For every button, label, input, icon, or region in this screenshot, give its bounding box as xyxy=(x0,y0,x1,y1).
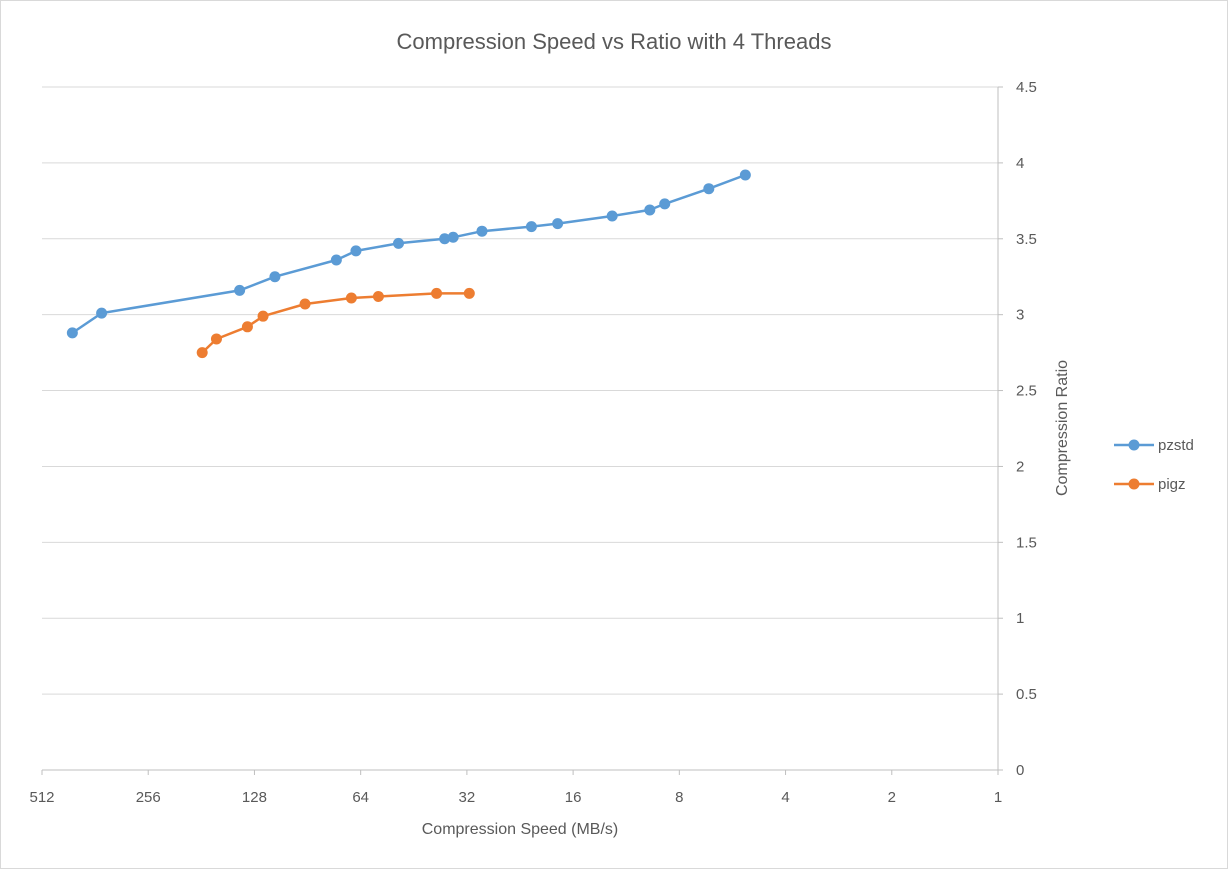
x-tick-label: 64 xyxy=(352,789,369,806)
x-axis-title: Compression Speed (MB/s) xyxy=(422,821,619,838)
y-tick-label: 0 xyxy=(1016,762,1024,779)
x-tick-label: 16 xyxy=(565,789,582,806)
x-tick-label: 512 xyxy=(29,789,54,806)
chart-title: Compression Speed vs Ratio with 4 Thread… xyxy=(397,29,832,54)
legend-item-pigz: pigz xyxy=(1114,476,1186,493)
series-pigz xyxy=(196,287,475,359)
x-tick-label: 128 xyxy=(242,789,267,806)
data-point-pzstd xyxy=(439,233,451,245)
y-tick-label: 0.5 xyxy=(1016,686,1037,703)
data-point-pigz xyxy=(299,298,311,310)
data-point-pigz xyxy=(210,333,222,345)
legend: pzstd pigz xyxy=(1114,437,1194,493)
y-tick-label: 4 xyxy=(1016,155,1024,172)
data-point-pigz xyxy=(463,287,475,299)
data-point-pzstd xyxy=(739,169,751,181)
axes xyxy=(41,86,1003,775)
legend-marker-pzstd xyxy=(1128,439,1140,451)
data-point-pzstd xyxy=(476,225,488,237)
series-group xyxy=(66,169,751,359)
data-point-pigz xyxy=(372,290,384,302)
data-point-pzstd xyxy=(525,221,537,233)
data-point-pzstd xyxy=(703,183,715,195)
x-tick-label: 1 xyxy=(994,789,1002,806)
legend-marker-pigz xyxy=(1128,478,1140,490)
y-tick-label: 3.5 xyxy=(1016,231,1037,248)
data-point-pzstd xyxy=(234,284,246,296)
data-point-pzstd xyxy=(96,307,108,319)
x-tick-label: 32 xyxy=(459,789,476,806)
y-tick-label: 3 xyxy=(1016,307,1024,324)
x-tick-label: 2 xyxy=(888,789,896,806)
y-axis-title: Compression Ratio xyxy=(1054,360,1071,496)
x-tick-labels: 512 256 128 64 32 16 8 4 2 1 xyxy=(29,789,1002,806)
data-point-pigz xyxy=(345,292,357,304)
x-tick-label: 4 xyxy=(781,789,789,806)
y-tick-label: 1.5 xyxy=(1016,534,1037,551)
data-point-pzstd xyxy=(644,204,656,216)
y-tick-labels: 0 0.5 1 1.5 2 2.5 3 3.5 4 4.5 xyxy=(1016,79,1037,779)
data-point-pigz xyxy=(241,321,253,333)
y-tick-label: 4.5 xyxy=(1016,79,1037,96)
y-tick-label: 2.5 xyxy=(1016,383,1037,400)
series-pzstd xyxy=(66,169,751,339)
data-point-pzstd xyxy=(330,254,342,266)
x-tick-label: 8 xyxy=(675,789,683,806)
data-point-pzstd xyxy=(552,218,564,230)
data-point-pzstd xyxy=(392,237,404,249)
data-point-pzstd xyxy=(269,271,281,283)
y-tick-label: 2 xyxy=(1016,458,1024,475)
legend-label-pigz: pigz xyxy=(1158,476,1186,493)
data-point-pigz xyxy=(196,347,208,359)
data-point-pigz xyxy=(431,287,443,299)
data-point-pzstd xyxy=(66,327,78,339)
data-point-pzstd xyxy=(606,210,618,222)
x-tick-label: 256 xyxy=(136,789,161,806)
data-point-pzstd xyxy=(350,245,362,257)
data-point-pzstd xyxy=(447,231,459,243)
legend-item-pzstd: pzstd xyxy=(1114,437,1194,454)
y-tick-label: 1 xyxy=(1016,610,1024,627)
data-point-pigz xyxy=(257,310,269,322)
gridlines xyxy=(42,86,998,695)
data-point-pzstd xyxy=(659,198,671,210)
legend-label-pzstd: pzstd xyxy=(1158,437,1194,454)
series-line-pigz xyxy=(201,292,470,354)
series-line-pzstd xyxy=(71,173,746,334)
